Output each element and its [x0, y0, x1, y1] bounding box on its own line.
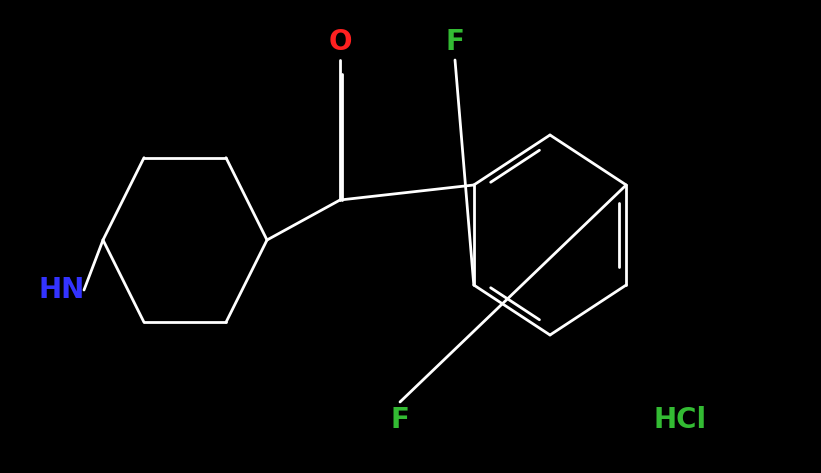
Text: O: O — [328, 28, 351, 56]
Text: F: F — [446, 28, 465, 56]
Text: HN: HN — [39, 276, 85, 304]
Text: F: F — [391, 406, 410, 434]
Text: HCl: HCl — [654, 406, 707, 434]
